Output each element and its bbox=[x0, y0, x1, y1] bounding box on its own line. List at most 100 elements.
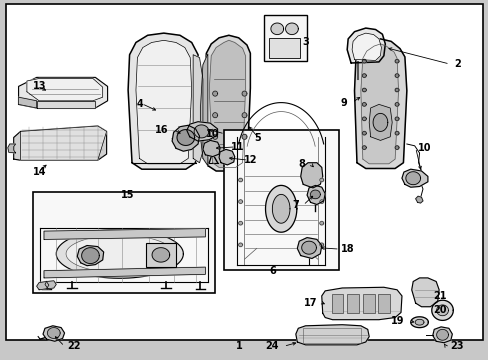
Polygon shape bbox=[45, 281, 56, 289]
Polygon shape bbox=[44, 267, 205, 278]
Text: 16: 16 bbox=[155, 125, 168, 135]
Polygon shape bbox=[238, 200, 242, 203]
Polygon shape bbox=[128, 33, 199, 169]
Text: 8: 8 bbox=[298, 159, 305, 169]
Polygon shape bbox=[354, 39, 406, 168]
Text: 21: 21 bbox=[432, 291, 446, 301]
Polygon shape bbox=[319, 221, 323, 225]
Polygon shape bbox=[44, 229, 205, 239]
Polygon shape bbox=[19, 97, 37, 108]
Text: 1: 1 bbox=[236, 341, 243, 351]
Text: 10: 10 bbox=[417, 143, 431, 153]
Polygon shape bbox=[346, 28, 385, 63]
Text: 18: 18 bbox=[341, 244, 354, 254]
Polygon shape bbox=[219, 149, 234, 165]
Polygon shape bbox=[66, 235, 173, 273]
Polygon shape bbox=[14, 126, 106, 160]
Text: 3: 3 bbox=[302, 37, 308, 48]
Bar bbox=[378, 294, 389, 313]
Polygon shape bbox=[200, 54, 207, 166]
Polygon shape bbox=[362, 88, 366, 92]
Polygon shape bbox=[319, 200, 323, 203]
Polygon shape bbox=[20, 126, 106, 160]
Polygon shape bbox=[203, 140, 220, 157]
Polygon shape bbox=[394, 88, 398, 92]
Bar bbox=[224, 130, 338, 270]
Bar bbox=[33, 192, 215, 293]
Polygon shape bbox=[372, 113, 387, 131]
Polygon shape bbox=[368, 104, 391, 140]
Polygon shape bbox=[432, 327, 451, 343]
Polygon shape bbox=[242, 91, 246, 96]
Polygon shape bbox=[238, 178, 242, 182]
Polygon shape bbox=[410, 317, 427, 328]
Polygon shape bbox=[242, 113, 246, 118]
Polygon shape bbox=[212, 134, 217, 139]
Polygon shape bbox=[272, 194, 289, 223]
Text: 4: 4 bbox=[137, 99, 143, 109]
Polygon shape bbox=[242, 134, 246, 139]
Bar bbox=[264, 15, 306, 61]
Polygon shape bbox=[56, 229, 183, 278]
Polygon shape bbox=[394, 146, 398, 149]
Polygon shape bbox=[394, 117, 398, 121]
Polygon shape bbox=[319, 178, 323, 182]
Polygon shape bbox=[209, 40, 245, 167]
Text: 11: 11 bbox=[230, 142, 244, 152]
Polygon shape bbox=[301, 241, 316, 254]
Text: 19: 19 bbox=[390, 316, 404, 326]
Polygon shape bbox=[81, 248, 99, 264]
Polygon shape bbox=[351, 33, 381, 60]
Polygon shape bbox=[285, 23, 298, 35]
Polygon shape bbox=[300, 163, 322, 188]
Polygon shape bbox=[362, 117, 366, 121]
Polygon shape bbox=[411, 278, 438, 307]
Polygon shape bbox=[306, 185, 325, 204]
Polygon shape bbox=[270, 23, 283, 35]
Polygon shape bbox=[193, 55, 203, 163]
Polygon shape bbox=[152, 248, 169, 262]
Text: 10: 10 bbox=[205, 129, 219, 139]
Polygon shape bbox=[394, 103, 398, 106]
Polygon shape bbox=[186, 122, 217, 141]
Polygon shape bbox=[401, 169, 427, 187]
Polygon shape bbox=[295, 325, 368, 345]
Polygon shape bbox=[177, 130, 194, 145]
Polygon shape bbox=[310, 190, 320, 199]
Bar bbox=[145, 243, 176, 267]
Bar bbox=[331, 294, 343, 313]
Polygon shape bbox=[204, 35, 250, 171]
Text: 2: 2 bbox=[453, 59, 460, 69]
Polygon shape bbox=[47, 328, 60, 338]
Polygon shape bbox=[136, 40, 191, 164]
Polygon shape bbox=[415, 196, 422, 203]
Polygon shape bbox=[194, 125, 208, 138]
Text: 20: 20 bbox=[432, 305, 446, 315]
Polygon shape bbox=[43, 326, 64, 341]
Bar bbox=[303, 328, 360, 343]
Polygon shape bbox=[212, 113, 217, 118]
Polygon shape bbox=[321, 287, 401, 320]
Polygon shape bbox=[394, 59, 398, 63]
Text: 9: 9 bbox=[340, 98, 346, 108]
Polygon shape bbox=[362, 131, 366, 135]
Polygon shape bbox=[172, 125, 199, 151]
Polygon shape bbox=[394, 131, 398, 135]
Text: 15: 15 bbox=[121, 190, 135, 200]
Text: 23: 23 bbox=[449, 341, 463, 351]
Text: 12: 12 bbox=[243, 155, 257, 165]
Bar bbox=[362, 294, 374, 313]
Polygon shape bbox=[265, 185, 296, 232]
Polygon shape bbox=[27, 78, 102, 101]
Polygon shape bbox=[394, 74, 398, 77]
Polygon shape bbox=[362, 59, 366, 63]
Text: 13: 13 bbox=[33, 81, 47, 91]
Polygon shape bbox=[37, 282, 49, 290]
Polygon shape bbox=[360, 44, 398, 164]
Polygon shape bbox=[238, 243, 242, 247]
Text: 24: 24 bbox=[264, 341, 278, 351]
Polygon shape bbox=[297, 238, 321, 258]
Polygon shape bbox=[436, 305, 447, 316]
Polygon shape bbox=[405, 172, 420, 185]
Polygon shape bbox=[436, 329, 447, 340]
